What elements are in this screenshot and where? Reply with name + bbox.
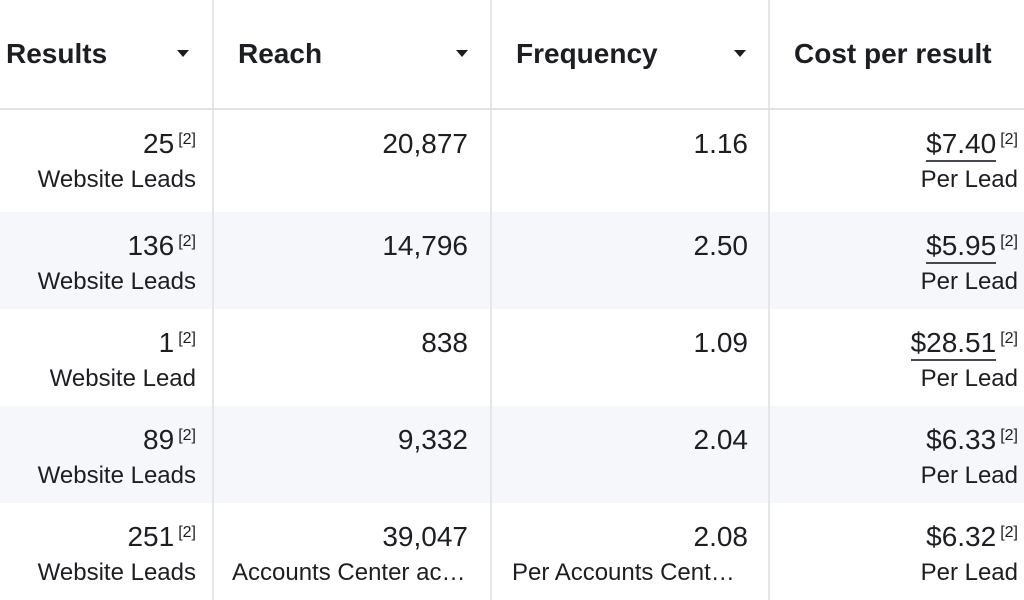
reach-cell: 9,332: [214, 406, 492, 503]
footnote-link[interactable]: [2]: [1000, 427, 1018, 444]
cost-cell: $28.51 [2] Per Lead: [770, 309, 1024, 406]
reach-cell: 20,877: [214, 110, 492, 212]
results-cell: 1 [2] Website Lead: [0, 309, 214, 406]
cost-unit: Per Lead: [920, 268, 1018, 295]
column-header-label: Frequency: [516, 38, 658, 69]
footnote-link[interactable]: [2]: [1000, 524, 1018, 541]
frequency-cell: 1.09: [492, 309, 770, 406]
column-header-reach[interactable]: Reach: [214, 0, 492, 108]
cost-cell: $6.32 [2] Per Lead: [770, 503, 1024, 600]
column-header-label: Results: [6, 38, 108, 69]
results-cell: 89 [2] Website Leads: [0, 406, 214, 503]
cost-value: $6.32: [926, 521, 997, 552]
results-value: 25: [143, 128, 175, 159]
cost-value-link[interactable]: $28.51: [910, 327, 997, 361]
frequency-cell: 1.16: [492, 110, 770, 212]
footnote-link[interactable]: [2]: [178, 330, 196, 347]
cost-value: $6.33: [926, 424, 997, 455]
frequency-value: 1.16: [693, 128, 749, 159]
caret-down-icon[interactable]: [456, 50, 468, 57]
column-header-frequency[interactable]: Frequency: [492, 0, 770, 108]
footnote-link[interactable]: [2]: [1000, 233, 1018, 250]
frequency-value: 1.09: [693, 327, 749, 358]
table-row[interactable]: 25 [2] Website Leads 20,877 1.16 $7.40 [2]…: [0, 110, 1024, 212]
results-value: 136: [127, 230, 175, 261]
table-row[interactable]: 136 [2] Website Leads 14,796 2.50 $5.95 [2…: [0, 212, 1024, 309]
frequency-value: 2.04: [693, 424, 749, 455]
reach-value: 39,047: [382, 521, 468, 552]
footnote-link[interactable]: [2]: [178, 233, 196, 250]
column-header-label: Reach: [238, 38, 323, 69]
results-cell: 25 [2] Website Leads: [0, 110, 214, 212]
cost-cell: $5.95 [2] Per Lead: [770, 212, 1024, 309]
reach-value: 14,796: [382, 230, 468, 261]
reach-cell: 39,047 Accounts Center acc...: [214, 503, 492, 600]
results-value: 89: [143, 424, 175, 455]
results-type: Website Leads: [37, 559, 196, 586]
results-type: Website Lead: [49, 365, 196, 392]
cost-unit: Per Lead: [920, 365, 1018, 392]
caret-down-icon[interactable]: [177, 50, 189, 57]
frequency-value: 2.08: [693, 521, 749, 552]
table-row[interactable]: 89 [2] Website Leads 9,332 2.04 $6.33 [2] …: [0, 406, 1024, 503]
frequency-cell: 2.08 Per Accounts Center...: [492, 503, 770, 600]
cost-value-link[interactable]: $5.95: [926, 230, 997, 264]
column-header-results[interactable]: Results: [0, 0, 214, 108]
cost-unit: Per Lead: [920, 462, 1018, 489]
footnote-link[interactable]: [2]: [1000, 131, 1018, 148]
reach-unit: Accounts Center acc...: [232, 559, 468, 586]
table-row[interactable]: 1 [2] Website Lead 838 1.09 $28.51 [2] Per…: [0, 309, 1024, 406]
frequency-unit: Per Accounts Center...: [512, 559, 748, 586]
frequency-cell: 2.04: [492, 406, 770, 503]
reach-value: 9,332: [397, 424, 468, 455]
caret-down-icon[interactable]: [734, 50, 746, 57]
cost-value-link[interactable]: $7.40: [926, 128, 997, 162]
results-value: 1: [158, 327, 175, 358]
results-cell: 136 [2] Website Leads: [0, 212, 214, 309]
results-type: Website Leads: [37, 462, 196, 489]
reach-value: 838: [421, 327, 468, 358]
cost-unit: Per Lead: [920, 559, 1018, 586]
cost-cell: $6.33 [2] Per Lead: [770, 406, 1024, 503]
footnote-link[interactable]: [2]: [178, 524, 196, 541]
results-type: Website Leads: [37, 268, 196, 295]
table-row[interactable]: 251 [2] Website Leads 39,047 Accounts Cen…: [0, 503, 1024, 600]
reach-cell: 14,796: [214, 212, 492, 309]
reach-cell: 838: [214, 309, 492, 406]
frequency-value: 2.50: [693, 230, 749, 261]
results-type: Website Leads: [37, 166, 196, 193]
footnote-link[interactable]: [2]: [178, 131, 196, 148]
column-header-cost-per-result[interactable]: Cost per result: [770, 0, 1024, 108]
cost-unit: Per Lead: [920, 166, 1018, 193]
table-header: Results Reach Frequency Cost per result: [0, 0, 1024, 110]
results-cell: 251 [2] Website Leads: [0, 503, 214, 600]
footnote-link[interactable]: [2]: [178, 427, 196, 444]
cost-cell: $7.40 [2] Per Lead: [770, 110, 1024, 212]
footnote-link[interactable]: [2]: [1000, 330, 1018, 347]
reach-value: 20,877: [382, 128, 468, 159]
results-value: 251: [127, 521, 175, 552]
column-header-label: Cost per result: [794, 38, 992, 69]
frequency-cell: 2.50: [492, 212, 770, 309]
